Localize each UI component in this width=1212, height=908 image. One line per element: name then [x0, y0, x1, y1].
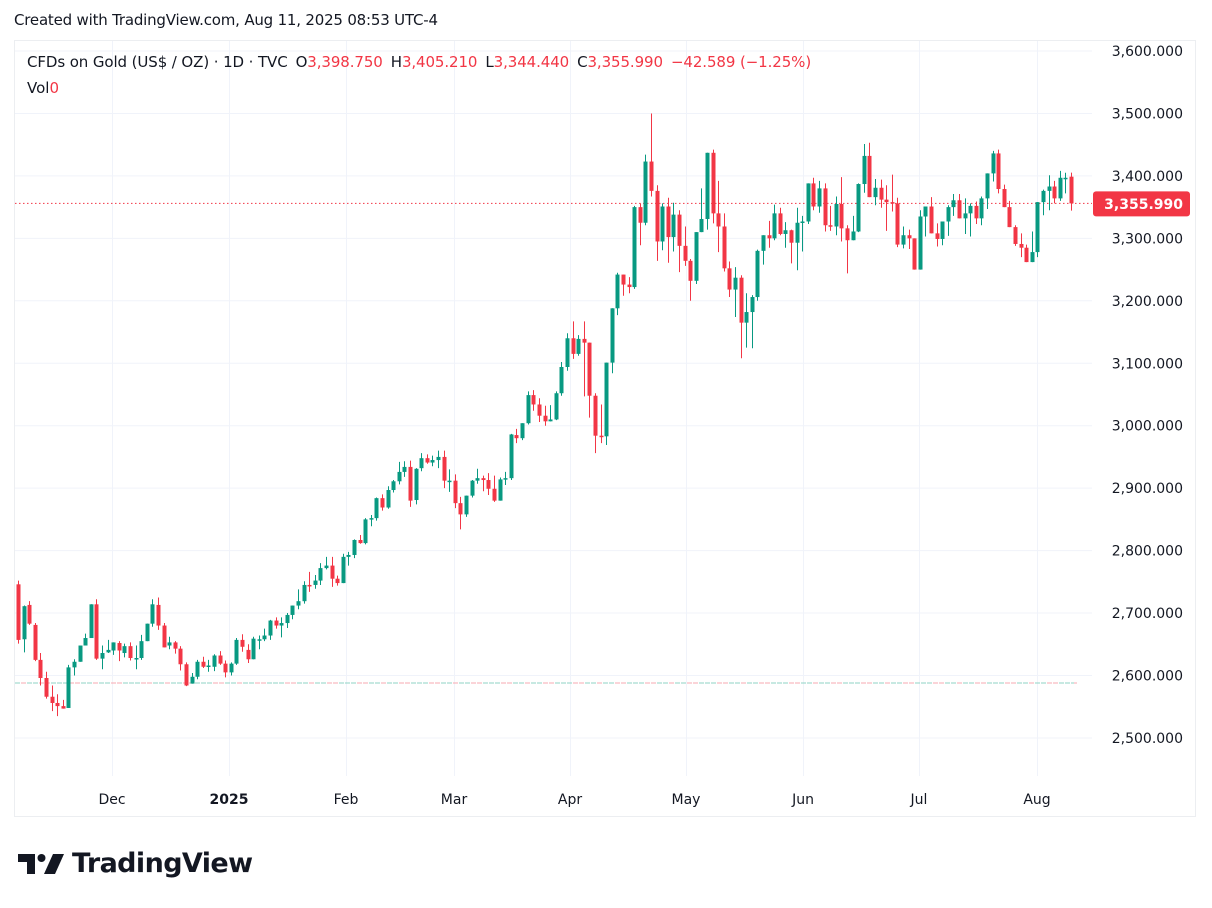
price-tick-label: 3,500.000 — [1112, 106, 1183, 122]
price-tick-label: 3,200.000 — [1112, 294, 1183, 310]
vol-value: 0 — [49, 79, 59, 97]
high-value: 3,405.210 — [401, 53, 478, 71]
time-tick-label: Apr — [558, 792, 582, 808]
price-tick-label: 3,300.000 — [1112, 231, 1183, 247]
close-value: 3,355.990 — [587, 53, 663, 71]
tradingview-logo-icon — [18, 853, 64, 874]
time-tick-label: Dec — [98, 792, 125, 808]
price-tick-label: 3,000.000 — [1112, 419, 1183, 435]
candles — [16, 113, 1074, 717]
price-tick-label: 2,700.000 — [1112, 606, 1183, 622]
price-tick-label: 2,600.000 — [1112, 669, 1183, 685]
time-tick-label: Aug — [1023, 792, 1050, 808]
price-axis[interactable]: 3,600.000 3,500.000 3,400.000 3,300.000 3,20… — [1112, 44, 1183, 747]
chart-legend: CFDs on Gold (US$ / OZ) · 1D · TVC O3,398… — [27, 53, 811, 71]
last-price-badge: 3,355.990 — [1093, 191, 1190, 217]
chart-frame — [14, 40, 1196, 817]
close-label: C — [577, 53, 588, 71]
low-value: 3,344.440 — [493, 53, 570, 71]
chart-grid — [15, 41, 1092, 776]
time-tick-label: Jun — [791, 792, 814, 808]
created-with-caption: Created with TradingView.com, Aug 11, 20… — [14, 11, 438, 29]
volume-legend: Vol0 — [27, 79, 59, 97]
time-axis[interactable]: Dec 2025 Feb Mar Apr May Jun Jul Aug — [98, 792, 1050, 808]
time-tick-label: May — [672, 792, 701, 808]
time-tick-label: Mar — [441, 792, 468, 808]
tradingview-logo[interactable]: TradingView — [18, 848, 253, 879]
price-tick-label: 3,600.000 — [1112, 44, 1183, 60]
time-tick-label: Feb — [334, 792, 359, 808]
open-label: O — [295, 53, 308, 71]
price-tick-label: 3,100.000 — [1112, 356, 1183, 372]
low-label: L — [485, 53, 494, 71]
price-tick-label: 2,800.000 — [1112, 544, 1183, 560]
high-label: H — [390, 53, 402, 71]
time-tick-label: 2025 — [210, 792, 249, 808]
last-price-value: 3,355.990 — [1104, 197, 1183, 213]
price-tick-label: 2,900.000 — [1112, 481, 1183, 497]
vol-label: Vol — [27, 79, 50, 97]
open-value: 3,398.750 — [307, 53, 383, 71]
change-value: −42.589 (−1.25%) — [670, 53, 812, 71]
time-tick-label: Jul — [910, 792, 928, 808]
tradingview-logo-text: TradingView — [72, 848, 253, 879]
symbol-title[interactable]: CFDs on Gold (US$ / OZ) · 1D · TVC — [27, 53, 288, 71]
price-tick-label: 3,400.000 — [1112, 169, 1183, 185]
price-tick-label: 2,500.000 — [1112, 731, 1183, 747]
